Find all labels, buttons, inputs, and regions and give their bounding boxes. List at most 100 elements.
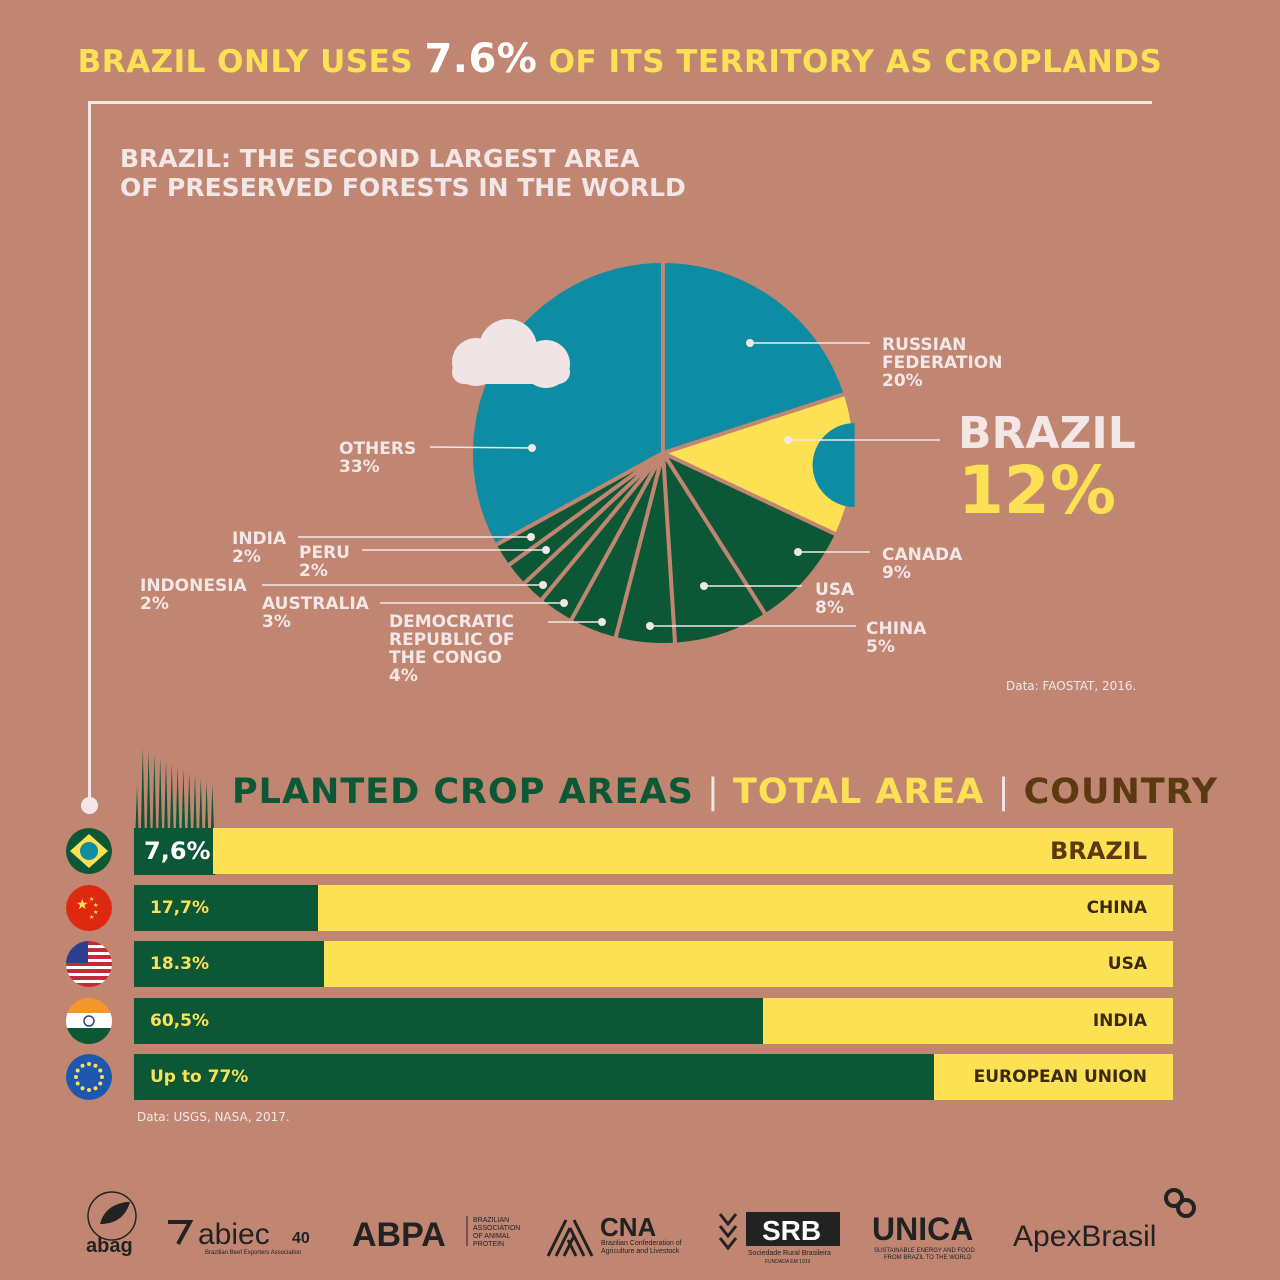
abpa-logo-sub3: OF ANIMAL [473, 1233, 510, 1240]
svg-text:★: ★ [76, 897, 89, 913]
eu-star [100, 1075, 104, 1079]
pie-slice-russia [661, 259, 848, 455]
label-indonesia-pct: 2% [140, 594, 169, 614]
label-others: OTHERS 33% [339, 440, 416, 476]
unica-logo: UNICA SUSTAINABLE ENERGY AND FOOD FROM B… [872, 1211, 975, 1261]
eu-star [93, 1086, 98, 1091]
label-others-pct: 33% [339, 457, 380, 477]
label-china: CHINA 5% [866, 620, 926, 656]
label-usa: USA 8% [815, 581, 854, 617]
cna-logo: CNA Brazilian Confederation of Agricultu… [546, 1212, 682, 1257]
header-planted: PLANTED CROP AREAS [232, 772, 694, 812]
label-indonesia: INDONESIA 2% [140, 577, 247, 613]
svg-text:★: ★ [89, 896, 94, 903]
apexbrasil-logo: ApexBrasil [1013, 1188, 1196, 1253]
label-russia: RUSSIAN FEDERATION 20% [882, 336, 1002, 390]
forest-source: Data: FAOSTAT, 2016. [1006, 679, 1137, 693]
label-china-name: CHINA [866, 619, 927, 639]
eu-star [75, 1081, 80, 1086]
label-usa-pct: 8% [815, 598, 844, 618]
guide-line-vertical [88, 101, 91, 801]
label-indonesia-name: INDONESIA [140, 576, 247, 596]
eu-star [98, 1068, 103, 1073]
bar-row-eu: Up to 77% EUROPEAN UNION [134, 1054, 1173, 1100]
label-peru: PERU 2% [299, 544, 350, 580]
header-separator-1: | [707, 772, 720, 812]
label-drc-pct: 4% [389, 666, 418, 686]
abpa-logo-sub1: BRAZILIAN [473, 1217, 509, 1224]
label-china-pct: 5% [866, 637, 895, 657]
label-russia-pct: 20% [882, 371, 923, 391]
cna-logo-sub2: Agriculture and Livestock [601, 1248, 680, 1255]
eu-star [74, 1075, 78, 1079]
forest-chart-title: BRAZIL: THE SECOND LARGEST AREA OF PRESE… [120, 144, 686, 202]
sponsor-logos: abag abiec 40 Brazilian Beef Exporters A… [86, 1188, 1196, 1265]
bar-fill-eu [134, 1054, 935, 1100]
brazil-slice-accent [812, 423, 855, 508]
svg-text:★: ★ [89, 914, 94, 921]
bars-source: Data: USGS, NASA, 2017. [137, 1110, 290, 1124]
srb-logo-text: SRB [762, 1215, 821, 1246]
label-others-name: OTHERS [339, 439, 417, 459]
headline-value: 7.6% [424, 36, 538, 82]
label-drc-name3: THE CONGO [389, 648, 502, 668]
cna-logo-sub1: Brazilian Confederation of [601, 1240, 682, 1247]
header-separator-2: | [997, 772, 1011, 812]
label-australia-name: AUSTRALIA [262, 594, 369, 614]
label-drc-name1: DEMOCRATIC [389, 612, 514, 632]
bar-row-usa: 18.3% USA [134, 941, 1173, 987]
label-australia: AUSTRALIA 3% [262, 595, 369, 631]
label-canada-pct: 9% [882, 563, 911, 583]
bar-country-china: CHINA [1086, 898, 1147, 918]
label-brazil: BRAZIL 12% [958, 412, 1136, 524]
abpa-logo-sub2: ASSOCIATION [473, 1225, 520, 1232]
unica-logo-sub2: FROM BRAZIL TO THE WORLD [884, 1255, 972, 1261]
bar-country-eu: EUROPEAN UNION [973, 1067, 1147, 1087]
china-flag-icon: ★ ★ ★ ★ ★ [66, 885, 112, 931]
bar-row-brazil: 7,6% BRAZIL [134, 828, 1173, 874]
srb-logo-sub1: Sociedade Rural Brasileira [748, 1250, 831, 1257]
apexbrasil-logo-text: ApexBrasil [1013, 1220, 1156, 1253]
eu-star [87, 1088, 91, 1092]
eu-star [80, 1063, 85, 1068]
bar-country-usa: USA [1107, 954, 1147, 974]
bar-country-brazil: BRAZIL [1050, 837, 1147, 865]
label-canada-name: CANADA [882, 545, 963, 565]
usa-flag-icon [66, 941, 112, 987]
svg-text:★: ★ [93, 902, 98, 909]
abiec-logo: abiec 40 Brazilian Beef Exporters Associ… [168, 1218, 310, 1256]
label-canada: CANADA 9% [882, 546, 962, 582]
india-flag-icon [66, 998, 112, 1044]
cna-logo-text: CNA [600, 1212, 657, 1242]
label-australia-pct: 3% [262, 612, 291, 632]
bar-value-eu: Up to 77% [150, 1067, 249, 1087]
bar-value-brazil: 7,6% [144, 837, 211, 865]
forest-pie-chart [262, 259, 940, 647]
bar-fill-brazil [134, 828, 213, 874]
label-usa-name: USA [815, 580, 855, 600]
header-country: COUNTRY [1023, 772, 1218, 812]
headline-text-start: BRAZIL ONLY USES [77, 44, 425, 80]
bar-value-china: 17,7% [150, 898, 209, 918]
abiec-logo-suffix: 40 [292, 1230, 310, 1247]
label-drc: DEMOCRATIC REPUBLIC OF THE CONGO 4% [389, 613, 515, 685]
main-headline: BRAZIL ONLY USES 7.6% OF ITS TERRITORY A… [0, 36, 1240, 82]
eu-star [93, 1063, 98, 1068]
srb-logo: SRB Sociedade Rural Brasileira FUNDADA E… [718, 1212, 840, 1265]
bar-chart-header: PLANTED CROP AREAS | TOTAL AREA | COUNTR… [232, 772, 1218, 812]
srb-logo-sub2: FUNDADA EM 1919 [765, 1259, 811, 1265]
unica-logo-text: UNICA [872, 1211, 973, 1247]
label-russia-name1: RUSSIAN [882, 335, 967, 355]
bar-country-india: INDIA [1092, 1011, 1147, 1031]
eu-star [75, 1068, 80, 1073]
bar-value-usa: 18.3% [150, 954, 209, 974]
label-russia-name2: FEDERATION [882, 353, 1003, 373]
cloud-icon [452, 319, 570, 388]
label-brazil-pct: 12% [958, 452, 1116, 529]
label-drc-name2: REPUBLIC OF [389, 630, 515, 650]
bar-row-india: 60,5% INDIA [134, 998, 1173, 1044]
eu-star [98, 1081, 103, 1086]
svg-text:★: ★ [93, 909, 98, 916]
guide-dot [81, 797, 98, 814]
abiec-logo-sub: Brazilian Beef Exporters Association [205, 1250, 301, 1256]
